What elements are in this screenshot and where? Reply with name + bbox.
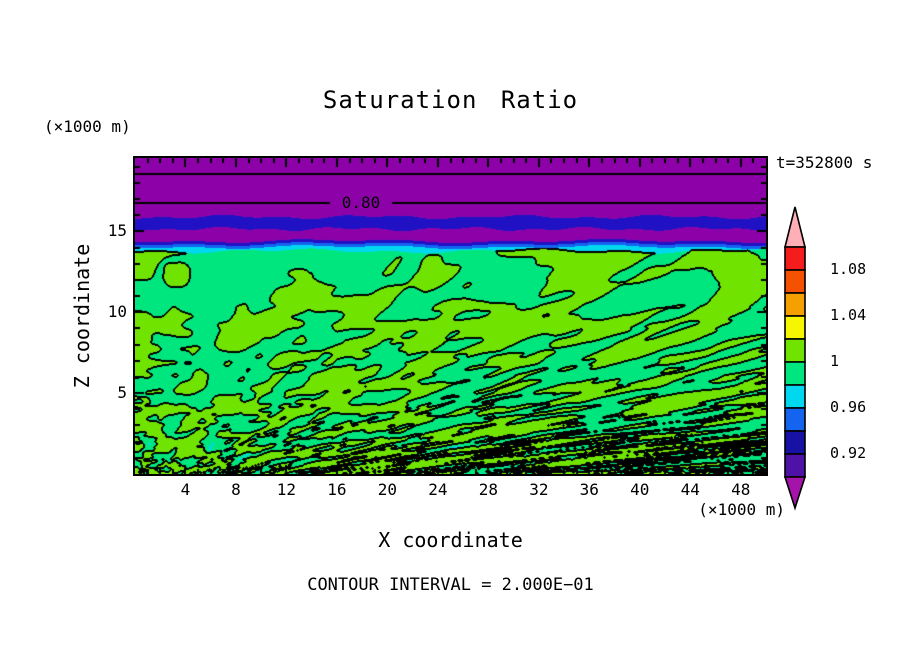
colorbar-segment-9 <box>784 453 806 478</box>
colorbar-label-0.96: 0.96 <box>830 398 867 416</box>
x-tick-12: 12 <box>276 480 297 499</box>
colorbar-segment-3 <box>784 315 806 340</box>
x-axis-unit-label: (×1000 m) <box>698 500 785 519</box>
colorbar-label-0.92: 0.92 <box>830 444 867 462</box>
x-tick-32: 32 <box>529 480 549 499</box>
x-tick-40: 40 <box>630 480 650 499</box>
y-tick-10: 10 <box>107 302 127 322</box>
page-title: Saturation Ratio <box>322 86 579 114</box>
colorbar-segment-8 <box>784 430 806 455</box>
x-tick-4: 4 <box>180 480 191 499</box>
x-tick-48: 48 <box>731 480 751 499</box>
contour-line-label-0.80: 0.80 <box>341 193 381 212</box>
colorbar-under-arrow <box>783 476 807 511</box>
contour-interval-note: CONTOUR INTERVAL = 2.000E−01 <box>307 575 594 595</box>
contour-plot-area <box>133 156 768 476</box>
colorbar-over-arrow <box>783 206 807 248</box>
colorbar-segment-7 <box>784 407 806 432</box>
x-axis-title: X coordinate <box>378 528 523 552</box>
saturation-field-canvas <box>135 158 766 474</box>
x-tick-24: 24 <box>428 480 448 499</box>
x-tick-20: 20 <box>377 480 398 499</box>
y-tick-5: 5 <box>117 383 127 403</box>
colorbar-label-1.08: 1.08 <box>830 260 867 278</box>
x-tick-28: 28 <box>478 480 498 499</box>
x-tick-44: 44 <box>680 480 700 499</box>
colorbar-label-1: 1 <box>830 352 840 370</box>
y-tick-15: 15 <box>107 221 127 241</box>
colorbar-segment-5 <box>784 361 806 386</box>
timestamp-label: t=352800 s <box>776 153 873 172</box>
colorbar-segment-2 <box>784 292 806 317</box>
colorbar-segment-1 <box>784 269 806 294</box>
x-tick-8: 8 <box>231 480 241 499</box>
z-axis-unit-label: (×1000 m) <box>44 117 131 136</box>
colorbar-segment-4 <box>784 338 806 363</box>
x-tick-16: 16 <box>327 480 347 499</box>
colorbar-label-1.04: 1.04 <box>830 306 867 324</box>
x-tick-36: 36 <box>579 480 599 499</box>
colorbar-segment-0 <box>784 246 806 271</box>
colorbar-svg <box>783 206 807 511</box>
colorbar-segment-6 <box>784 384 806 409</box>
